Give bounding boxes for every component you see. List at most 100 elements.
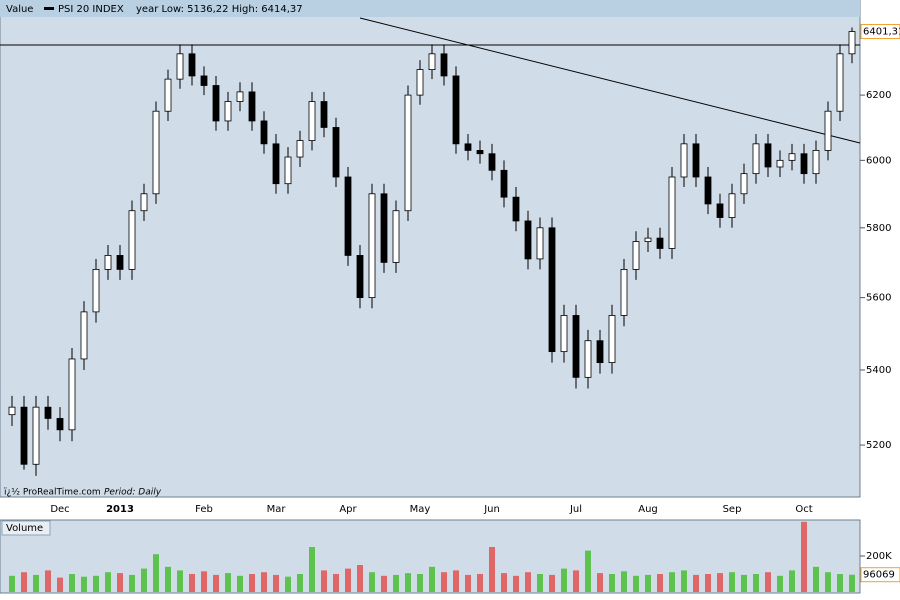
volume-bar (753, 574, 759, 592)
volume-bar (633, 575, 639, 592)
x-tick-label: Jun (483, 504, 500, 515)
candle-body (260, 120, 268, 145)
volume-bar (573, 570, 579, 592)
candle-body (308, 101, 316, 141)
volume-bar (393, 574, 399, 592)
volume-bar (489, 547, 495, 592)
volume-bar (273, 574, 279, 592)
volume-bar (309, 547, 315, 592)
candle-body (656, 237, 664, 249)
volume-bar (153, 554, 159, 592)
x-tick-label: Aug (638, 504, 658, 515)
legend-label: Value (6, 4, 33, 15)
source: ï¿½ ProRealTime.com (3, 488, 101, 498)
volume-bar (813, 566, 819, 592)
candle-body (800, 153, 808, 175)
candle-body (704, 176, 712, 205)
candle-body (488, 153, 496, 171)
trend-line (359, 17, 861, 144)
volume-bar (57, 577, 63, 592)
volume-bar (117, 573, 123, 592)
volume-bar (345, 568, 351, 592)
candle-body (608, 315, 616, 364)
candle-body (80, 311, 88, 360)
header-bar (0, 0, 860, 17)
legend-swatch (44, 7, 54, 10)
volume-bar (441, 572, 447, 592)
y-tick-label: 5200 (866, 440, 891, 451)
x-tick-label: Apr (339, 504, 357, 515)
volume-bar (213, 574, 219, 592)
volume-bar (201, 571, 207, 592)
candle-body (836, 53, 844, 112)
volume-bar (765, 572, 771, 592)
candle-body (140, 193, 148, 212)
candle-body (356, 255, 364, 299)
candle-body (320, 101, 328, 128)
candle-body (752, 143, 760, 175)
candle-body (8, 406, 16, 416)
y-tick-label: 5800 (866, 223, 891, 234)
candle-body (116, 255, 124, 270)
volume-bar (405, 573, 411, 592)
candle-body (560, 315, 568, 353)
candle-body (572, 315, 580, 378)
volume-bar (249, 574, 255, 592)
volume-bar (177, 570, 183, 592)
candle-body (596, 340, 604, 364)
volume-bar (453, 570, 459, 592)
volume-bar (825, 572, 831, 592)
candle-body (392, 210, 400, 263)
x-tick-label: 2013 (106, 504, 134, 515)
x-tick-label: Feb (195, 504, 213, 515)
volume-bar (513, 575, 519, 592)
volume-bar (549, 574, 555, 592)
candle-body (20, 406, 28, 465)
volume-bar (657, 574, 663, 592)
candle-body (428, 53, 436, 70)
y-tick-label: 6000 (866, 155, 891, 166)
volume-bar (129, 574, 135, 592)
volume-bar (717, 573, 723, 592)
volume-bar (45, 570, 51, 592)
volume-bar (9, 575, 15, 592)
candle-body (692, 143, 700, 178)
volume-bar (801, 521, 807, 592)
volume-bar (645, 574, 651, 592)
volume-bar (369, 572, 375, 592)
last-value-box (860, 24, 900, 40)
candle-body (344, 176, 352, 256)
volume-bar (81, 576, 87, 592)
candle-body (200, 75, 208, 86)
volume-bar (669, 572, 675, 592)
candle-body (284, 156, 292, 185)
candle-body (620, 268, 628, 316)
volume-bar (225, 573, 231, 592)
candle-body (404, 94, 412, 212)
volume-bar (597, 573, 603, 592)
volume-bar (501, 573, 507, 592)
y-tick-label: 6200 (866, 90, 891, 101)
volume-bar (297, 574, 303, 592)
volume-bar (93, 575, 99, 592)
candle-body (824, 110, 832, 151)
candle-body (716, 203, 724, 218)
candle-body (32, 406, 40, 465)
candle-body (332, 127, 340, 178)
volume-bar (849, 574, 855, 592)
x-tick-label: Sep (723, 504, 742, 515)
chart-subtitle: year Low: 5136,22 High: 6414,37 (136, 4, 303, 15)
candle-body (632, 241, 640, 270)
volume-bar (837, 574, 843, 592)
volume-bar (357, 565, 363, 592)
last-value-label: 6401,31 (863, 27, 900, 38)
volume-bar (585, 550, 591, 592)
candle-body (500, 169, 508, 198)
volume-bar (261, 572, 267, 592)
last-volume-label: 96069 (863, 570, 895, 581)
candle-body (440, 53, 448, 77)
candle-body (788, 153, 796, 161)
candle-body (452, 75, 460, 145)
volume-bar (609, 574, 615, 592)
